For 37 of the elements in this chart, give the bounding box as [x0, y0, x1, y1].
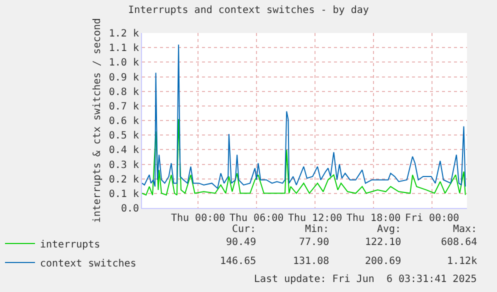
text: 131.08	[293, 256, 330, 267]
text: 146.65	[220, 256, 256, 267]
chart-title: Interrupts and context switches - by day	[128, 5, 369, 16]
x-tick-label: Thu 06:00	[229, 213, 284, 224]
text: 90.49	[226, 237, 256, 248]
y-tick-label: 0.0	[120, 204, 139, 214]
legend-label: context switches	[40, 258, 136, 270]
text: Max:	[453, 224, 478, 235]
y-tick-label: 0.3 k	[108, 160, 139, 171]
text: 122.10	[365, 237, 402, 248]
y-tick-label: 0.9 k	[108, 72, 139, 84]
y-tick-label: 0.1 k	[108, 188, 139, 200]
y-tick-label: 0.2 k	[108, 174, 139, 186]
text: 1.12k	[447, 256, 478, 267]
line-series	[142, 118, 466, 196]
y-tick-label: 0.8 k	[108, 86, 139, 98]
y-tick-label: 0.5 k	[108, 130, 139, 142]
y-tick-label: 1.1 k	[108, 43, 139, 54]
y-tick-label: 0.7 k	[108, 101, 139, 112]
text: Cur:	[232, 224, 256, 235]
text: Min:	[305, 224, 330, 235]
y-tick-label: 1.0 k	[108, 58, 139, 69]
text: 77.90	[299, 237, 330, 248]
line-series	[142, 44, 466, 189]
legend-label: interrupts	[40, 239, 100, 250]
text: Avg:	[377, 224, 402, 235]
x-tick-label: Thu 18:00	[346, 213, 401, 224]
text: 608.64	[441, 237, 478, 248]
y-axis-title: interrupts & ctx switches / second	[92, 18, 103, 223]
text: Last update: Fri Jun 6 03:31:41 2025	[254, 274, 477, 285]
x-tick-label: Thu 00:00	[170, 213, 226, 224]
x-tick-label: Fri 00:00	[404, 213, 460, 224]
text: 200.69	[365, 256, 402, 267]
x-tick-label: Thu 12:00	[288, 213, 342, 224]
y-tick-label: 0.4 k	[108, 145, 139, 156]
y-tick-label: 1.2 k	[108, 28, 139, 40]
y-tick-label: 0.6 k	[108, 116, 139, 127]
